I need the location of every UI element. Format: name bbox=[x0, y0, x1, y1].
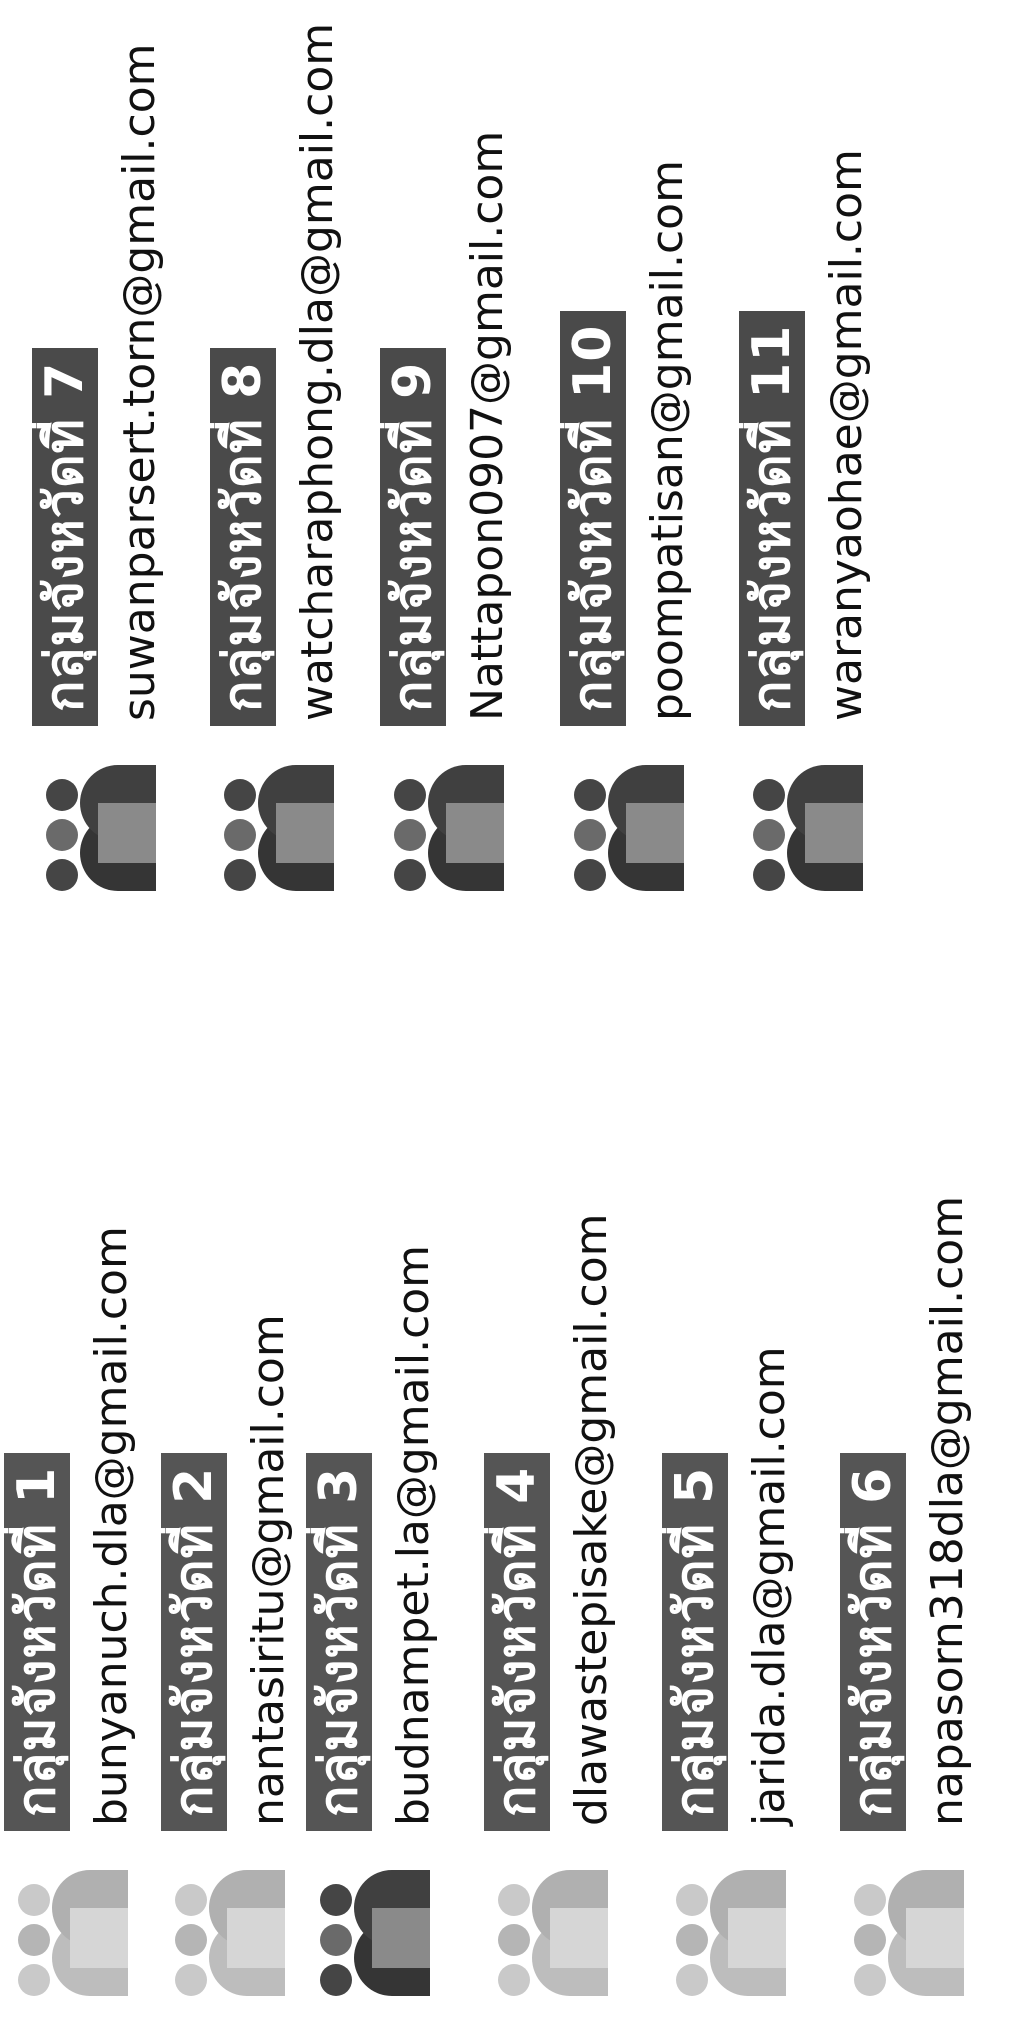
people-group-icon bbox=[18, 1870, 128, 1996]
people-group-icon bbox=[224, 765, 334, 891]
group-entry-11: กลุ่มจังหวัดที่ 11 waranyaohae@gmail.com bbox=[735, 0, 895, 901]
group-entry-2: กลุ่มจังหวัดที่ 2 nantasiritu@gmail.com bbox=[157, 1026, 317, 2006]
people-group-icon bbox=[394, 765, 504, 891]
group-entry-8: กลุ่มจังหวัดที่ 8 watcharaphong.dla@gmai… bbox=[206, 0, 366, 901]
group-label: กลุ่มจังหวัดที่ 9 bbox=[380, 347, 446, 726]
people-group-icon bbox=[753, 765, 863, 891]
group-label: กลุ่มจังหวัดที่ 4 bbox=[484, 1452, 550, 1831]
people-group-icon bbox=[175, 1870, 285, 1996]
group-label: กลุ่มจังหวัดที่ 8 bbox=[210, 347, 276, 726]
people-group-icon bbox=[854, 1870, 964, 1996]
group-entry-6: กลุ่มจังหวัดที่ 6 napasorn318dla@gmail.c… bbox=[836, 1026, 996, 2006]
group-email: dlawastepisake@gmail.com bbox=[566, 1213, 617, 1827]
group-label: กลุ่มจังหวัดที่ 1 bbox=[4, 1452, 70, 1831]
people-group-icon bbox=[320, 1870, 430, 1996]
group-email: jarida.dla@gmail.com bbox=[744, 1346, 795, 1826]
group-email: bunyanuch.dla@gmail.com bbox=[86, 1226, 137, 1826]
group-email: napasorn318dla@gmail.com bbox=[922, 1195, 973, 1826]
group-email: nantasiritu@gmail.com bbox=[243, 1314, 294, 1826]
people-group-icon bbox=[498, 1870, 608, 1996]
group-entry-7: กลุ่มจังหวัดที่ 7 suwanparsert.torn@gmai… bbox=[28, 0, 188, 901]
group-label: กลุ่มจังหวัดที่ 11 bbox=[739, 310, 805, 726]
group-label: กลุ่มจังหวัดที่ 3 bbox=[306, 1452, 372, 1831]
people-group-icon bbox=[46, 765, 156, 891]
group-email: Nattapon0907@gmail.com bbox=[462, 130, 513, 721]
group-entry-1: กลุ่มจังหวัดที่ 1 bunyanuch.dla@gmail.co… bbox=[0, 1026, 160, 2006]
group-email: suwanparsert.torn@gmail.com bbox=[114, 43, 165, 722]
group-entry-3: กลุ่มจังหวัดที่ 3 budnampet.la@gmail.com bbox=[302, 1026, 462, 2006]
people-group-icon bbox=[574, 765, 684, 891]
group-label: กลุ่มจังหวัดที่ 10 bbox=[560, 310, 626, 726]
group-email: waranyaohae@gmail.com bbox=[821, 149, 872, 721]
group-email: budnampet.la@gmail.com bbox=[388, 1244, 439, 1826]
people-group-icon bbox=[676, 1870, 786, 1996]
group-label: กลุ่มจังหวัดที่ 7 bbox=[32, 347, 98, 726]
group-entry-5: กลุ่มจังหวัดที่ 5 jarida.dla@gmail.com bbox=[658, 1026, 818, 2006]
group-label: กลุ่มจังหวัดที่ 2 bbox=[161, 1452, 227, 1831]
group-entry-4: กลุ่มจังหวัดที่ 4 dlawastepisake@gmail.c… bbox=[480, 1026, 640, 2006]
group-entry-9: กลุ่มจังหวัดที่ 9 Nattapon0907@gmail.com bbox=[376, 0, 536, 901]
group-label: กลุ่มจังหวัดที่ 5 bbox=[662, 1452, 728, 1831]
group-label: กลุ่มจังหวัดที่ 6 bbox=[840, 1452, 906, 1831]
group-entry-10: กลุ่มจังหวัดที่ 10 poompatisan@gmail.com bbox=[556, 0, 716, 901]
group-email: poompatisan@gmail.com bbox=[642, 160, 693, 721]
group-email: watcharaphong.dla@gmail.com bbox=[292, 22, 343, 721]
